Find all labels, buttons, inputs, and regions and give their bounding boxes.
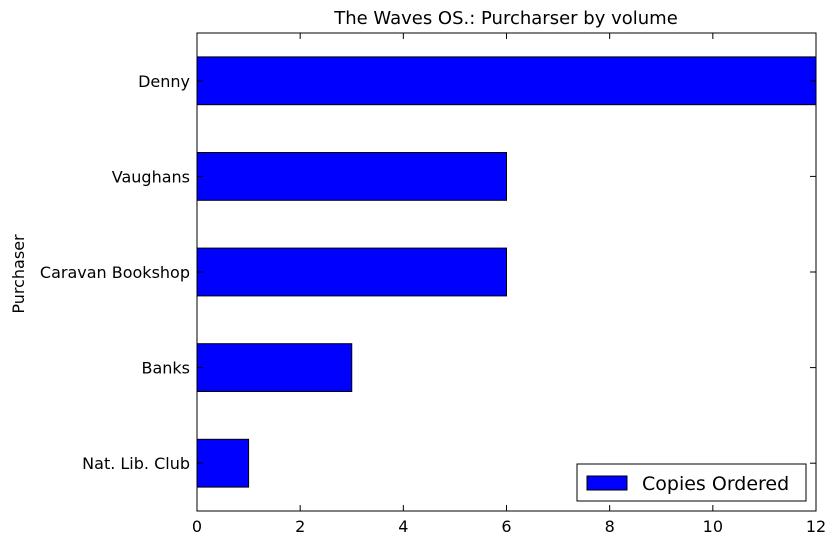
x-tick-label: 2 xyxy=(295,517,305,536)
y-axis-label: Purchaser xyxy=(9,234,28,314)
legend-label: Copies Ordered xyxy=(642,473,789,495)
legend-swatch xyxy=(586,475,628,491)
y-tick-label: Caravan Bookshop xyxy=(40,263,190,282)
plot-frame xyxy=(196,32,817,512)
bar-nat-lib-club xyxy=(196,438,250,488)
x-tick-label: 12 xyxy=(806,517,826,536)
ticks-layer: Nat. Lib. Club Banks Caravan Bookshop Vaugh… xyxy=(40,33,826,536)
y-tick-label: Banks xyxy=(141,359,190,378)
y-tick-label: Denny xyxy=(138,72,190,91)
bar-caravan-bookshop xyxy=(196,247,507,297)
x-tick-label: 8 xyxy=(605,517,615,536)
x-tick-label: 6 xyxy=(501,517,511,536)
bar-banks xyxy=(196,343,353,393)
y-tick-label: Nat. Lib. Club xyxy=(82,454,190,473)
bar-vaughans xyxy=(196,152,507,201)
x-tick-label: 4 xyxy=(398,517,408,536)
y-tick-label: Vaughans xyxy=(112,167,190,186)
chart-title: The Waves OS.: Purcharser by volume xyxy=(333,8,678,29)
x-tick-label: 10 xyxy=(703,517,723,536)
bar-denny xyxy=(196,56,817,106)
legend: Copies Ordered xyxy=(576,463,807,502)
bars-layer xyxy=(196,56,817,488)
x-tick-label: 0 xyxy=(192,517,202,536)
